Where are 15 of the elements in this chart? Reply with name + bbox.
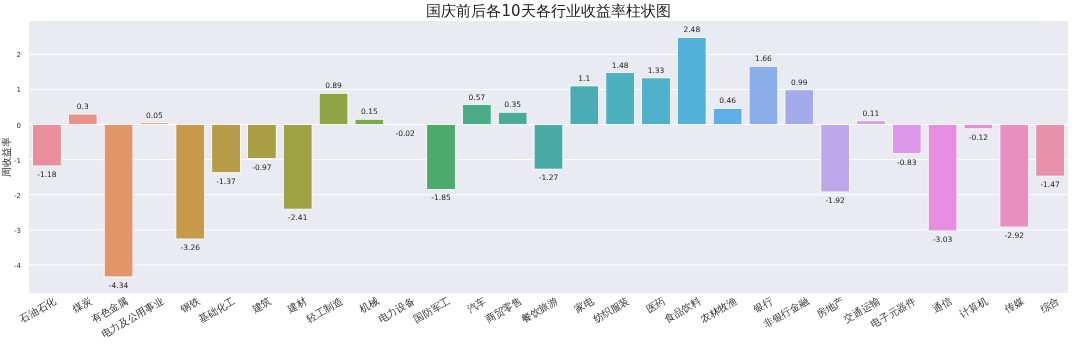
x-tick-label: 医药 [644,295,667,315]
x-tick-label: 汽车 [465,295,488,315]
x-tick-label: 银行 [750,295,775,316]
x-tick-label: 建筑 [249,295,273,316]
x-tick-label: 通信 [930,295,954,315]
x-tick-label: 综合 [1038,295,1062,315]
x-tick-label: 石油石化 [17,295,58,325]
x-tick-label: 建材 [285,295,309,316]
y-axis-title: 周收益率 [1,137,12,177]
x-tick-label: 家电 [572,295,596,315]
x-tick-label: 煤炭 [70,295,94,315]
chart-title: 国庆前后各10天各行业收益率柱状图 [426,2,671,20]
x-tick-label: 计算机 [957,295,990,320]
x-tick-label: 传媒 [1002,295,1026,315]
x-tick-label: 机械 [357,295,381,315]
